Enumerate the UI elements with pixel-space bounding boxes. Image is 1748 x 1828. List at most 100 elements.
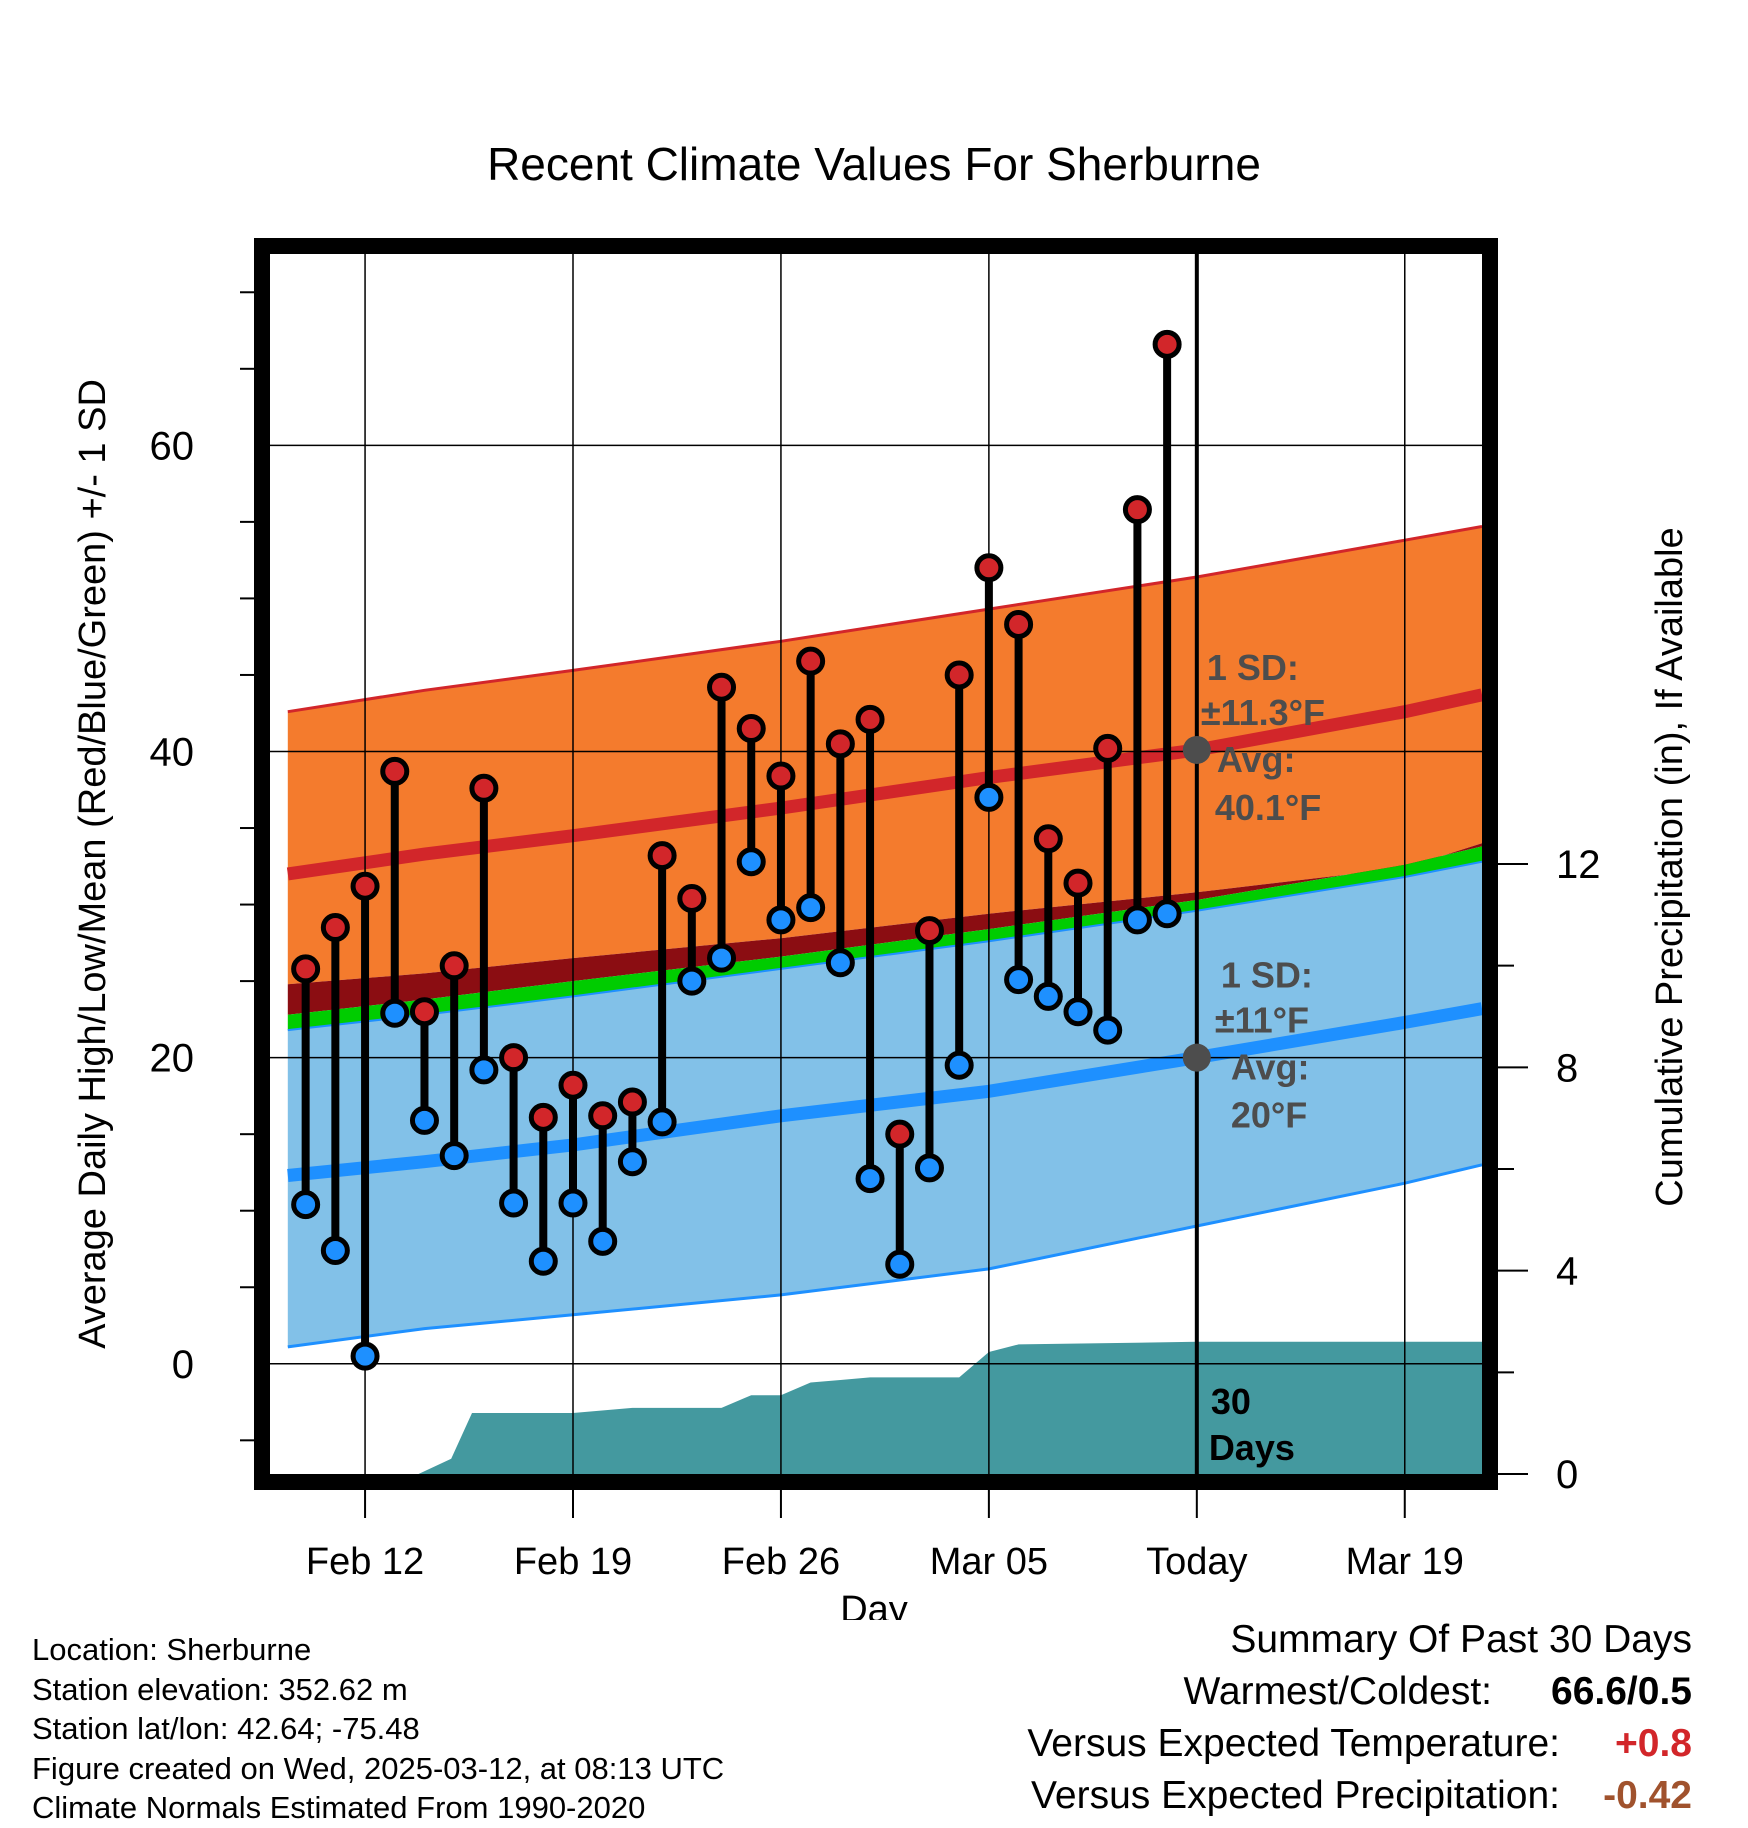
high-sd-value: ±11.3°F [1201, 692, 1325, 733]
low-temp-point [439, 1141, 469, 1171]
x-tick-label: Feb 12 [306, 1541, 424, 1583]
window-days-number: 30 [1211, 1381, 1251, 1422]
high-temp-point [707, 672, 737, 702]
high-temp-point [647, 841, 677, 871]
climate-chart: Recent Climate Values For Sherburne 1 SD… [72, 138, 1691, 1620]
temperature-label: Versus Expected Temperature: [1027, 1722, 1560, 1765]
low-temp-point [825, 948, 855, 978]
low-temp-point [647, 1107, 677, 1137]
low-temp-point [617, 1147, 647, 1177]
high-temp-point [944, 660, 974, 690]
low-avg-value: 20°F [1231, 1095, 1307, 1136]
low-sd-value: ±11°F [1215, 1000, 1309, 1041]
high-temp-point [528, 1102, 558, 1132]
normal-bands [286, 525, 1482, 1349]
x-tick-label: Mar 05 [930, 1541, 1048, 1583]
low-temp-point [469, 1055, 499, 1085]
low-temp-point [499, 1188, 529, 1218]
high-temp-point [558, 1070, 588, 1100]
station-metadata: Location: Sherburne Station elevation: 3… [32, 1630, 724, 1828]
y-tick-label: 40 [150, 730, 195, 774]
warmest-label: Warmest/Coldest: [1183, 1670, 1492, 1713]
low-temp-point [558, 1188, 588, 1218]
high-avg-value: 40.1°F [1215, 787, 1321, 828]
x-tick-label: Feb 26 [722, 1541, 840, 1583]
high-temp-point [499, 1043, 529, 1073]
low-temp-point [885, 1249, 915, 1279]
low-temp-point [380, 998, 410, 1028]
y-axis-label: Average Daily High/Low/Mean (Red/Blue/Gr… [72, 379, 114, 1349]
window-days-label: Days [1209, 1427, 1295, 1468]
low-temp-point [409, 1105, 439, 1135]
high-temp-point [677, 883, 707, 913]
high-temp-point [825, 729, 855, 759]
y2-tick-label: 8 [1556, 1046, 1578, 1090]
high-avg-label: Avg: [1217, 739, 1296, 780]
low-temp-point [1093, 1015, 1123, 1045]
latlon-text: Station lat/lon: 42.64; -75.48 [32, 1711, 420, 1746]
low-temp-point [736, 847, 766, 877]
high-temp-point [855, 704, 885, 734]
low-temp-point [320, 1236, 350, 1266]
y2-tick-label: 0 [1556, 1453, 1578, 1497]
summary-warmest-row: Warmest/Coldest: 66.6/0.5 [932, 1670, 1692, 1722]
high-temp-point [914, 916, 944, 946]
low-temp-point [291, 1190, 321, 1220]
elevation-text: Station elevation: 352.62 m [32, 1671, 408, 1707]
y2-tick-label: 12 [1556, 843, 1601, 887]
chart-title: Recent Climate Values For Sherburne [487, 138, 1261, 190]
location-text: Location: Sherburne [32, 1632, 312, 1667]
x-tick-label: Today [1146, 1541, 1247, 1583]
plot-frame [254, 238, 1498, 1490]
high-sd-band [287, 526, 1482, 985]
low-temp-point [1004, 965, 1034, 995]
summary-heading: Summary Of Past 30 Days [1230, 1618, 1692, 1661]
low-temp-point [588, 1226, 618, 1256]
high-temp-point [766, 761, 796, 791]
high-temp-point [974, 553, 1004, 583]
high-temp-point [1033, 824, 1063, 854]
y2-axis-label: Cumulative Precipitation (in), If Availa… [1649, 527, 1691, 1206]
summary-precipitation-row: Versus Expected Precipitation: -0.42 [932, 1774, 1692, 1826]
x-axis-label: Day [840, 1589, 908, 1620]
low-temp-point [677, 966, 707, 996]
high-temp-point [469, 773, 499, 803]
low-temp-point [1122, 905, 1152, 935]
right-y-axis: 0 4 8 12 [1496, 843, 1601, 1497]
low-average-marker [1182, 1043, 1211, 1072]
high-temp-point [1152, 329, 1182, 359]
high-temp-point [1004, 609, 1034, 639]
left-y-axis: 0 20 40 60 [150, 291, 256, 1442]
high-low-overlap-band [287, 843, 1482, 1015]
x-tick-label: Feb 19 [514, 1541, 632, 1583]
high-temp-point [439, 951, 469, 981]
low-temp-point [914, 1153, 944, 1183]
low-avg-label: Avg: [1231, 1047, 1310, 1088]
low-temp-point [350, 1341, 380, 1371]
high-temp-point [617, 1087, 647, 1117]
high-temp-point [885, 1119, 915, 1149]
summary-panel: Summary Of Past 30 Days Warmest/Coldest:… [932, 1618, 1692, 1826]
high-plus-sd-line [287, 525, 1482, 714]
x-tick-label: Mar 19 [1346, 1541, 1464, 1583]
high-sd-label: 1 SD: [1207, 647, 1299, 688]
low-temp-point [1063, 997, 1093, 1027]
high-temp-point [380, 756, 410, 786]
high-average-marker [1182, 735, 1211, 764]
low-temp-point [766, 905, 796, 935]
high-temp-point [1093, 733, 1123, 763]
y-tick-label: 0 [172, 1343, 194, 1387]
low-temp-point [855, 1164, 885, 1194]
low-temp-point [974, 782, 1004, 812]
low-minus-sd-line [287, 1163, 1482, 1349]
high-temp-point [796, 646, 826, 676]
y2-tick-label: 4 [1556, 1250, 1578, 1294]
high-temp-point [1122, 495, 1152, 525]
summary-temperature-row: Versus Expected Temperature: +0.8 [932, 1722, 1692, 1774]
cumulative-precipitation-area [287, 1341, 1482, 1474]
low-sd-label: 1 SD: [1221, 955, 1313, 996]
high-temp-point [409, 997, 439, 1027]
temperature-value: +0.8 [1615, 1722, 1692, 1765]
x-axis: Feb 12 Feb 19 Feb 26 Mar 05 Today Mar 19 [306, 1490, 1464, 1583]
